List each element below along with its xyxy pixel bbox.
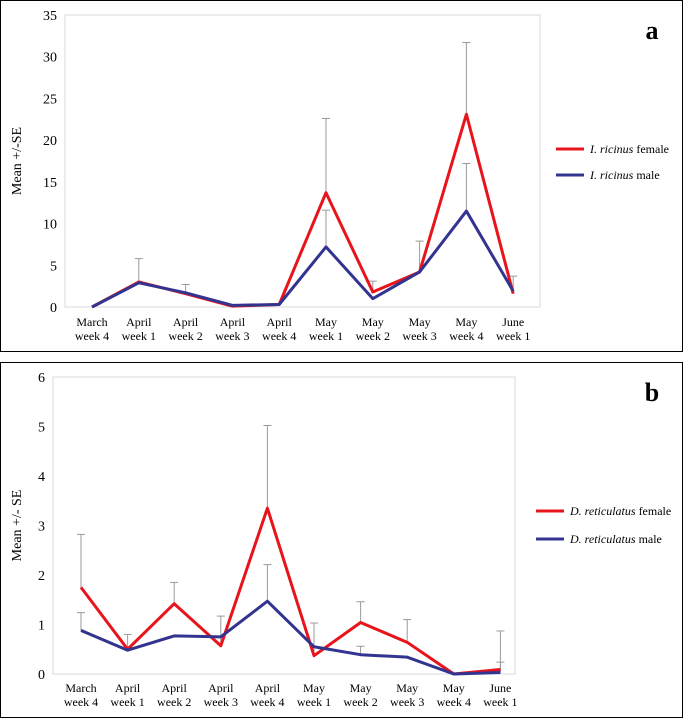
x-tick-label-line2: week 3 [204,695,238,709]
x-tick-label-line2: week 3 [402,329,436,343]
x-tick-label-line2: week 4 [437,695,471,709]
y-tick-label: 5 [38,421,45,436]
legend-species: D. reticulatus [569,532,636,546]
panel-label: b [645,378,659,407]
y-tick-label: 20 [43,134,57,149]
x-tick-label-line1: May [396,681,418,695]
x-tick-label-line2: week 1 [496,329,530,343]
x-tick-label-line1: April [208,681,234,695]
legend-species: I. ricinus [589,168,634,182]
x-tick-label-line1: May [455,315,477,329]
x-tick-label-line1: April [220,315,246,329]
legend-label-female: D. reticulatus female [569,504,671,518]
y-tick-label: 15 [43,176,57,191]
series-line-male [91,209,515,309]
x-tick-label-line2: week 4 [75,329,109,343]
x-tick-label-line1: March [76,315,107,329]
legend-label-female: I. ricinus female [589,142,669,156]
x-tick-label-line2: week 4 [262,329,296,343]
x-tick-label-line2: week 1 [110,695,144,709]
x-tick-label-line2: week 1 [483,695,517,709]
x-tick-label-line1: May [350,681,372,695]
x-tick-label-line2: week 2 [343,695,377,709]
x-tick-label-line1: April [267,315,293,329]
x-tick-label-line1: May [443,681,465,695]
x-tick-label-line2: week 3 [390,695,424,709]
plot-area-frame [64,14,541,308]
x-tick-label-line1: April [126,315,152,329]
legend-species: D. reticulatus [569,504,636,518]
x-tick-label-line1: April [162,681,188,695]
x-tick-label-line1: May [409,315,431,329]
x-tick-label-line1: April [115,681,141,695]
legend-sex: female [633,142,669,156]
y-tick-label: 0 [50,301,57,316]
y-tick-label: 1 [38,619,45,634]
y-tick-label: 30 [43,51,57,66]
x-tick-label-line2: week 4 [449,329,483,343]
series-line-male [80,599,501,676]
y-tick-label: 5 [50,259,57,274]
x-tick-label-line2: week 4 [64,695,98,709]
x-tick-label-line2: week 4 [250,695,284,709]
x-tick-label-line1: June [489,681,511,695]
plot-area-frame [52,376,516,675]
x-tick-label-line2: week 1 [297,695,331,709]
x-tick-label-line2: week 1 [122,329,156,343]
x-tick-label-line1: May [362,315,384,329]
x-tick-label-line2: week 2 [157,695,191,709]
x-tick-label-line1: April [255,681,281,695]
y-tick-label: 25 [43,92,57,107]
series-line-female [79,506,501,676]
x-tick-label-line2: week 2 [168,329,202,343]
y-tick-label: 4 [38,470,45,485]
y-tick-label: 35 [43,9,57,24]
x-tick-label-line2: week 1 [309,329,343,343]
x-tick-label-line1: May [303,681,325,695]
x-tick-label-line2: week 2 [356,329,390,343]
legend-label-male: I. ricinus male [589,168,660,182]
y-tick-label: 3 [38,520,45,535]
legend-species: I. ricinus [589,142,634,156]
legend-label-male: D. reticulatus male [569,532,662,546]
y-tick-label: 6 [38,371,45,386]
chart-panel-a: 0 5 10 15 20 25 30 35 Mean +/-SE March week 4 April… [0,0,683,352]
legend-sex: male [636,532,662,546]
panel-label: a [646,16,659,45]
chart-panel-b: 0 1 2 3 4 5 6 Mean +/- SE March week 4 April week 1… [0,362,683,718]
x-tick-label-line1: May [315,315,337,329]
y-axis-label: Mean +/- SE [10,490,25,562]
y-axis-label: Mean +/-SE [10,127,25,195]
y-tick-label: 10 [43,218,57,233]
x-tick-label-line2: week 3 [215,329,249,343]
legend-sex: male [633,168,659,182]
legend-sex: female [636,504,672,518]
y-tick-label: 0 [38,668,45,683]
x-tick-label-line1: June [502,315,524,329]
x-tick-label-line1: March [65,681,96,695]
x-tick-label-line1: April [173,315,199,329]
y-tick-label: 2 [38,569,45,584]
